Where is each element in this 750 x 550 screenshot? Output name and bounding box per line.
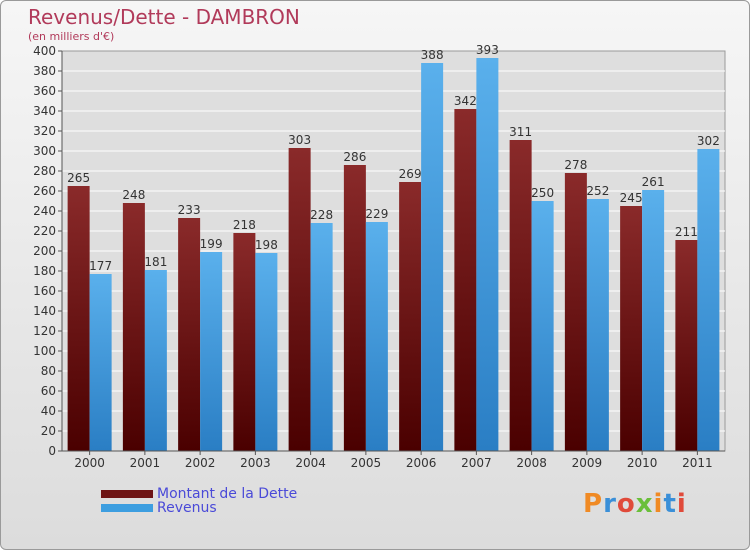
y-tick-label: 180 [33, 264, 56, 278]
legend-swatch-debt [101, 490, 153, 498]
data-label-revenue: 302 [697, 134, 720, 148]
data-label-debt: 303 [288, 133, 311, 147]
data-label-debt: 211 [675, 225, 698, 239]
chart-title: Revenus/Dette - DAMBRON [28, 5, 300, 29]
bar-debt [288, 148, 311, 451]
x-tick-label: 2008 [516, 456, 547, 470]
data-label-revenue: 252 [586, 184, 609, 198]
x-tick-label: 2002 [185, 456, 216, 470]
bar-revenue [89, 274, 112, 451]
data-label-debt: 269 [399, 167, 422, 181]
bar-debt [675, 240, 698, 451]
data-label-revenue: 261 [642, 175, 665, 189]
data-label-revenue: 198 [255, 238, 278, 252]
logo-letter: P [583, 489, 604, 519]
legend-label-revenue: Revenus [157, 500, 217, 516]
data-label-revenue: 177 [89, 259, 112, 273]
bar-revenue [586, 199, 609, 451]
bar-revenue [144, 270, 167, 451]
chart-subtitle: (en milliers d'€) [28, 30, 115, 43]
legend-label-debt: Montant de la Dette [157, 486, 298, 502]
y-tick-label: 140 [33, 304, 56, 318]
data-label-debt: 311 [509, 125, 532, 139]
proxiti-logo: Proxiti [583, 489, 687, 519]
data-label-revenue: 393 [476, 43, 499, 57]
x-tick-label: 2009 [572, 456, 603, 470]
bar-revenue [531, 201, 554, 451]
x-tick-label: 2011 [682, 456, 713, 470]
bar-revenue [365, 222, 388, 451]
data-label-debt: 265 [67, 171, 90, 185]
bar-revenue [310, 223, 333, 451]
data-label-debt: 218 [233, 218, 256, 232]
y-tick-label: 360 [33, 84, 56, 98]
y-tick-label: 200 [33, 244, 56, 258]
y-tick-label: 220 [33, 224, 56, 238]
y-tick-label: 280 [33, 164, 56, 178]
y-tick-label: 60 [41, 384, 56, 398]
bar-debt [399, 182, 422, 451]
bar-revenue [421, 63, 444, 451]
x-tick-label: 2006 [406, 456, 437, 470]
logo-letter: o [616, 489, 636, 519]
bar-revenue [476, 58, 499, 451]
x-tick-label: 2003 [240, 456, 271, 470]
bar-revenue [642, 190, 665, 451]
bar-revenue [697, 149, 720, 451]
x-tick-label: 2010 [627, 456, 658, 470]
y-tick-label: 20 [41, 424, 56, 438]
y-tick-label: 0 [48, 444, 56, 458]
y-tick-label: 80 [41, 364, 56, 378]
data-label-revenue: 229 [365, 207, 388, 221]
bar-debt [67, 186, 90, 451]
data-label-debt: 278 [564, 158, 587, 172]
bar-debt [509, 140, 532, 451]
y-tick-label: 340 [33, 104, 56, 118]
x-tick-label: 2001 [130, 456, 161, 470]
data-label-revenue: 228 [310, 208, 333, 222]
y-tick-label: 380 [33, 64, 56, 78]
data-label-revenue: 199 [200, 237, 223, 251]
data-label-revenue: 181 [144, 255, 167, 269]
data-label-debt: 245 [620, 191, 643, 205]
bar-revenue [200, 252, 223, 451]
bar-debt [233, 233, 256, 451]
x-tick-label: 2004 [295, 456, 326, 470]
bar-revenue [255, 253, 278, 451]
data-label-debt: 233 [178, 203, 201, 217]
logo-letter: r [603, 489, 617, 519]
x-tick-label: 2007 [461, 456, 492, 470]
y-tick-label: 240 [33, 204, 56, 218]
x-tick-label: 2005 [351, 456, 382, 470]
y-tick-label: 40 [41, 404, 56, 418]
bar-debt [454, 109, 477, 451]
y-tick-label: 320 [33, 124, 56, 138]
logo-letter: i [676, 489, 687, 519]
y-tick-label: 260 [33, 184, 56, 198]
bar-debt [620, 206, 643, 451]
legend-swatch-revenue [101, 504, 153, 512]
data-label-debt: 342 [454, 94, 477, 108]
bar-debt [343, 165, 366, 451]
logo-letter: i [653, 489, 664, 519]
data-label-debt: 248 [122, 188, 145, 202]
logo-letter: x [635, 489, 654, 519]
data-label-debt: 286 [343, 150, 366, 164]
y-tick-label: 160 [33, 284, 56, 298]
y-tick-label: 300 [33, 144, 56, 158]
data-label-revenue: 250 [531, 186, 554, 200]
bar-debt [122, 203, 145, 451]
logo-letter: t [663, 489, 677, 519]
x-tick-label: 2000 [74, 456, 105, 470]
bar-debt [564, 173, 587, 451]
bar-debt [178, 218, 201, 451]
y-tick-label: 120 [33, 324, 56, 338]
data-label-revenue: 388 [421, 48, 444, 62]
y-tick-label: 400 [33, 44, 56, 58]
y-tick-label: 100 [33, 344, 56, 358]
